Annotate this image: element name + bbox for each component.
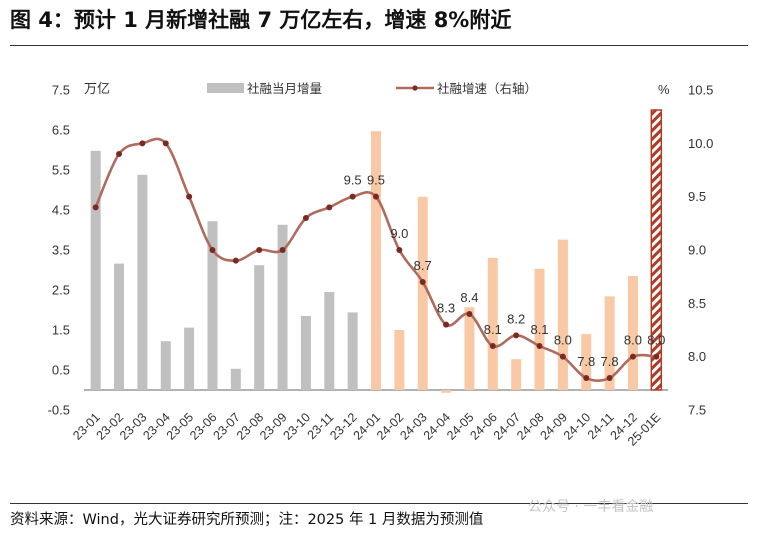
left-axis-tick-label: 0.5 [52,363,70,378]
bar [371,131,381,390]
bar [137,174,148,390]
line-point [583,375,590,381]
bar [417,196,428,390]
data-labels-layer: 9.5 9.5 9.0 8.7 8.3 8.4 8.1 8.2 8.1 8.0 7.8 7.8 8.0 8… [344,173,666,369]
legend-bar-label: 社融当月增量 [247,81,322,96]
line-data-label: 8.0 [624,333,642,348]
line-data-label: 8.0 [554,333,572,348]
bar [557,239,568,390]
line-data-label: 8.1 [484,322,502,337]
bar [511,359,522,390]
line-data-label: 8.3 [437,301,455,316]
title-divider [10,45,748,46]
line-point [536,343,543,349]
figure-title: 图 4：预计 1 月新增社融 7 万亿左右，增速 8%附近 [10,8,512,32]
source-divider [10,503,748,504]
right-axis-tick-label: 8.5 [688,296,706,311]
right-axis-tick-label: 10.0 [688,136,713,151]
right-axis-tick-label: 8.0 [688,349,706,364]
left-axis-tick-label: 7.5 [52,83,70,98]
x-axis-tick-label: 23-10 [281,410,314,443]
bar [184,327,195,390]
right-axis-tick-label: 9.0 [688,243,706,258]
left-axis-tick-label: -0.5 [48,403,70,418]
legend-bar-swatch [207,83,244,93]
left-axis-tick-label: 5.5 [52,163,70,178]
bar [90,150,101,390]
right-axis-unit: % [658,82,670,97]
right-axis-tick-label: 7.5 [688,403,706,418]
bar [114,263,125,390]
bar [534,268,545,390]
line-point [116,151,123,157]
left-axis-tick-label: 1.5 [52,323,70,338]
bar [347,312,358,390]
bar [160,341,171,390]
line-point [302,215,309,221]
right-axis-tick-label: 10.5 [688,83,713,98]
left-axis-tick-label: 6.5 [52,123,70,138]
bar [230,368,241,390]
left-axis-unit: 万亿 [84,82,110,97]
bar [207,221,218,390]
watermark: 公众号 · 一丰看金融 [528,499,654,515]
line-data-label: 8.2 [507,311,525,326]
left-axis-tick-label: 4.5 [52,203,70,218]
forecast-bar [650,109,663,391]
line-point [466,311,473,317]
left-axis-tick-label: 3.5 [52,243,70,258]
bar [277,224,288,390]
bar [627,276,638,390]
line-point [256,247,263,253]
line-point [606,375,613,381]
line-point [139,140,146,147]
bar [464,307,475,390]
x-axis-tick-label: 24-10 [561,410,594,443]
legend-line-label: 社融增速（右轴） [437,81,537,96]
source-note: 资料来源：Wind，光大证券研究所预测；注：2025 年 1 月数据为预测值 [10,512,484,528]
line-point [326,204,333,211]
line-point [443,321,450,328]
line-point [162,140,169,147]
line-data-label: 8.4 [460,290,478,305]
left-axis-tick-label: 2.5 [52,283,70,298]
bar [487,258,498,390]
bar [604,296,615,390]
line-data-label: 9.0 [390,226,408,241]
line-data-label: 7.8 [601,354,619,369]
bar [300,316,311,390]
line-point [373,193,379,200]
bar [441,390,452,393]
bar [394,330,405,390]
line-point [349,193,356,200]
bars-layer [90,109,663,393]
line-point [419,279,426,285]
legend: 社融当月增量 社融增速（右轴） [207,81,537,96]
line-point [92,204,99,211]
bar [324,292,335,390]
line-point [279,247,286,253]
legend-line-marker [412,85,418,91]
line-data-label: 8.1 [530,322,548,337]
line-point [629,353,636,360]
line-data-label: 7.8 [577,354,595,369]
line-point [559,353,566,360]
line-point [396,247,403,253]
line-point [513,332,520,339]
line-point [232,257,239,264]
line-point [489,343,496,349]
line-data-label: 9.5 [344,173,362,188]
line-point [653,353,660,360]
line-data-label: 9.5 [367,173,385,188]
bar [581,334,592,390]
right-axis-tick-label: 9.5 [688,189,706,204]
line-point [186,193,193,200]
bar [254,265,265,390]
line-point [209,247,216,253]
line-layer [92,137,660,382]
line-data-label: 8.0 [647,333,665,348]
line-data-label: 8.7 [414,258,432,273]
